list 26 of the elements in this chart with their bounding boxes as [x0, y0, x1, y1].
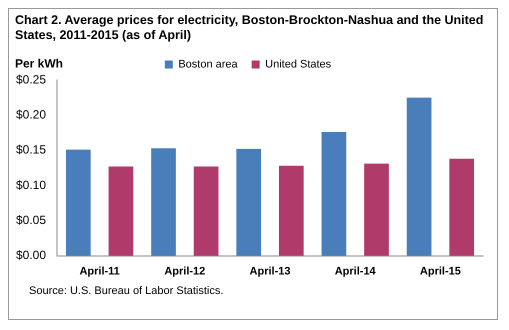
bar [194, 166, 218, 256]
y-tick-label: $0.15 [16, 142, 46, 157]
bar [322, 132, 346, 256]
y-tick-label: $0.00 [16, 248, 46, 262]
x-tick-label: April-15 [420, 265, 461, 278]
y-tick-label: $0.20 [16, 107, 46, 122]
y-tick-label: $0.05 [16, 212, 46, 227]
bar [66, 150, 91, 256]
x-tick-label: April-14 [334, 265, 377, 278]
bar [364, 164, 389, 256]
x-tick-label: April-13 [250, 265, 290, 278]
x-tick-label: April-12 [164, 265, 206, 278]
y-tick-label: $0.25 [16, 72, 46, 86]
legend-label: Boston area [178, 58, 239, 71]
bar [151, 148, 176, 256]
legend-label: United States [265, 58, 332, 71]
chart-title: Chart 2. Average prices for electricity, Boston-Brockton-Nashua and the United States, 2011-2015 (as of April) [14, 12, 484, 43]
x-tick-label: April-11 [79, 265, 120, 278]
bar [236, 148, 262, 256]
bar [278, 166, 304, 256]
source-note: Source: U.S. Bureau of Labor Statistics. [28, 284, 224, 297]
bar [406, 98, 432, 256]
y-tick-label: $0.10 [16, 178, 46, 192]
y-axis-title: Per kWh [15, 56, 64, 70]
bar [108, 166, 134, 256]
bar [449, 158, 474, 256]
